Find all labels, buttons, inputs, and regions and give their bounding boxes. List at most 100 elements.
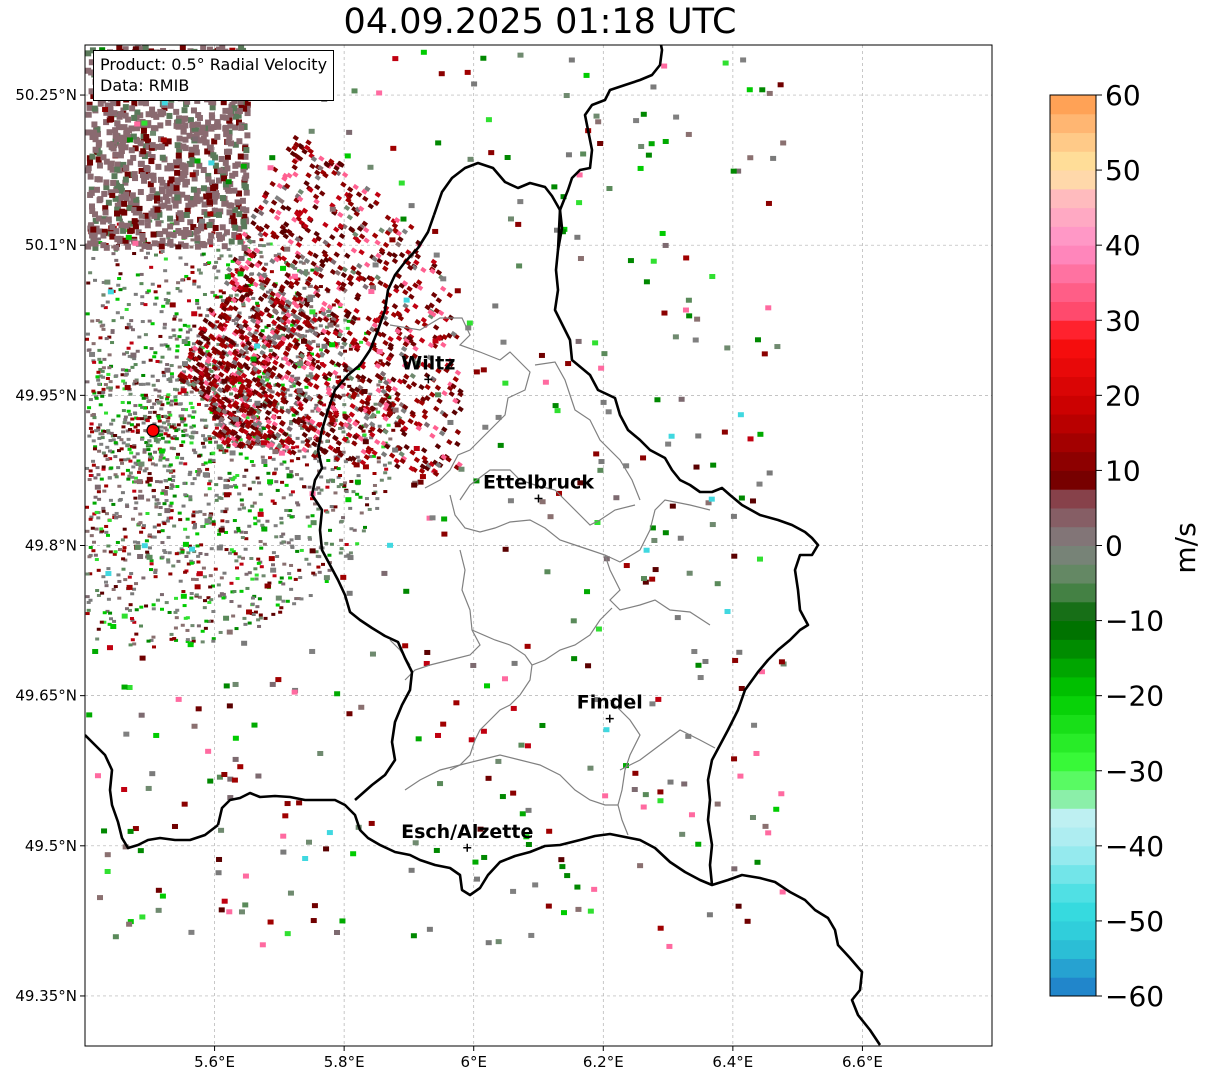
echo-cell xyxy=(323,575,330,581)
echo-cell xyxy=(237,507,242,511)
echo-cell xyxy=(180,388,187,394)
echo-cell xyxy=(657,925,664,931)
echo-cell xyxy=(679,831,686,837)
echo-cell xyxy=(107,112,114,119)
echo-cell xyxy=(118,272,123,276)
echo-cell xyxy=(298,359,303,363)
echo-cell xyxy=(113,441,118,445)
echo-cell xyxy=(117,152,124,159)
echo-cell xyxy=(147,439,152,443)
echo-cell xyxy=(273,332,280,339)
echo-cell xyxy=(348,551,353,555)
echo-cell xyxy=(366,395,371,399)
echo-cell xyxy=(448,390,455,398)
echo-cell xyxy=(488,150,495,156)
echo-cell xyxy=(319,258,326,265)
echo-cell xyxy=(464,69,471,75)
echo-cell xyxy=(318,348,323,352)
colorbar-segment xyxy=(1050,620,1096,640)
echo-cell xyxy=(281,532,286,536)
echo-cell xyxy=(154,253,159,257)
echo-cell xyxy=(365,315,372,322)
echo-cell xyxy=(169,486,174,490)
echo-cell xyxy=(279,229,286,236)
echo-cell xyxy=(362,336,369,343)
echo-cell xyxy=(244,110,251,117)
echo-cell xyxy=(233,393,240,400)
echo-cell xyxy=(109,431,114,435)
echo-cell xyxy=(234,627,239,631)
echo-cell xyxy=(722,60,729,66)
echo-cell xyxy=(226,129,233,136)
echo-cell xyxy=(247,509,252,513)
echo-cell xyxy=(296,388,303,394)
echo-cell xyxy=(293,266,298,270)
echo-cell xyxy=(388,352,395,359)
echo-cell xyxy=(124,372,129,376)
echo-cell xyxy=(381,570,388,576)
echo-cell xyxy=(280,383,285,387)
echo-cell xyxy=(146,476,153,482)
echo-cell xyxy=(249,370,257,377)
echo-cell xyxy=(202,606,207,610)
echo-cell xyxy=(105,609,110,613)
echo-cell xyxy=(163,490,168,494)
echo-cell xyxy=(288,509,293,513)
echo-cell xyxy=(340,345,345,349)
echo-cell xyxy=(278,610,283,614)
echo-cell xyxy=(222,107,229,114)
echo-cell xyxy=(251,336,258,343)
echo-cell xyxy=(100,242,107,249)
echo-cell xyxy=(251,376,258,383)
echo-cell xyxy=(195,298,200,302)
colorbar-tick-label: −10 xyxy=(1105,605,1164,638)
radar-site-marker xyxy=(146,423,160,437)
echo-cell xyxy=(291,216,298,223)
echo-cell xyxy=(198,313,203,317)
echo-cell xyxy=(196,560,201,564)
echo-cell xyxy=(168,504,173,508)
echo-cell xyxy=(192,136,199,142)
radar-echoes xyxy=(85,45,787,949)
echo-cell xyxy=(158,480,163,484)
echo-cell xyxy=(318,351,326,358)
echo-cell xyxy=(337,375,342,379)
echo-cell xyxy=(349,402,356,410)
echo-cell xyxy=(155,379,160,383)
echo-cell xyxy=(151,635,156,639)
echo-cell xyxy=(319,488,324,492)
echo-cell xyxy=(188,498,193,502)
echo-cell xyxy=(203,461,208,465)
echo-cell xyxy=(191,345,199,352)
echo-cell xyxy=(200,629,205,633)
echo-cell xyxy=(101,293,106,297)
echo-cell xyxy=(297,302,304,309)
echo-cell xyxy=(130,517,135,521)
echo-cell xyxy=(452,376,459,383)
echo-cell xyxy=(313,457,318,461)
echo-cell xyxy=(232,756,239,762)
echo-cell xyxy=(275,554,280,558)
echo-cell xyxy=(749,498,756,504)
echo-cell xyxy=(106,386,111,390)
echo-cell xyxy=(137,140,144,147)
echo-cell xyxy=(261,526,268,532)
echo-cell xyxy=(428,461,436,468)
echo-cell xyxy=(341,223,348,230)
echo-cell xyxy=(271,351,278,358)
echo-cell xyxy=(221,408,228,415)
echo-cell xyxy=(109,230,116,237)
echo-cell xyxy=(133,506,138,510)
echo-cell xyxy=(199,543,204,547)
echo-cell xyxy=(130,196,137,203)
echo-cell xyxy=(166,516,171,520)
echo-cell xyxy=(331,398,336,402)
echo-cell xyxy=(313,383,320,390)
echo-cell xyxy=(132,252,137,256)
echo-cell xyxy=(144,170,151,177)
echo-cell xyxy=(139,232,146,239)
echo-cell xyxy=(229,380,237,387)
echo-cell xyxy=(175,349,180,353)
echo-cell xyxy=(263,616,268,620)
echo-cell xyxy=(204,388,212,395)
